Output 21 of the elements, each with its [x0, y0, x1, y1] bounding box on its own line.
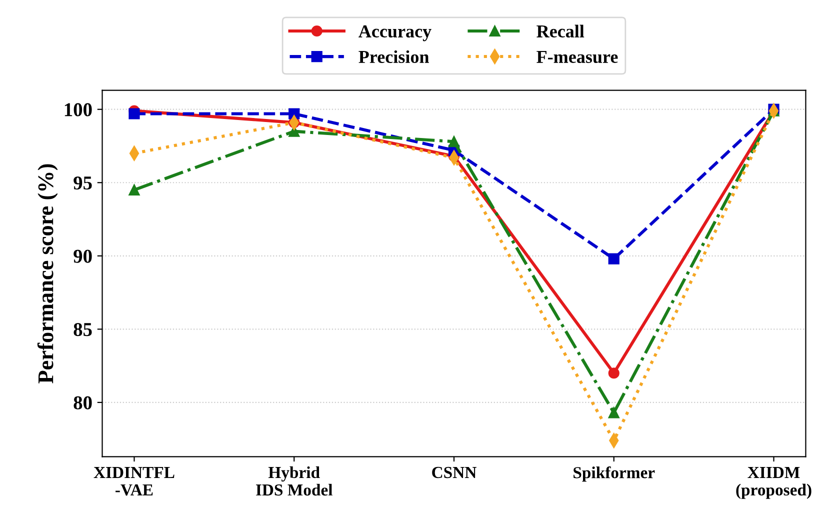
point — [608, 407, 620, 418]
x-tick-label: XIIDM (proposed) — [736, 467, 812, 499]
x-tick-label: Hybrid IDS Model — [256, 466, 332, 496]
x-tick-label: CSNN — [432, 466, 476, 478]
y-axis-title: Performance score (%) — [37, 164, 58, 384]
y-tick-label: 95 — [74, 176, 92, 190]
x-tick-label: Spikformer — [574, 466, 655, 482]
point — [128, 108, 140, 120]
y-tick-label: 90 — [74, 250, 92, 263]
point — [128, 184, 140, 196]
legend-label: Accuracy — [358, 25, 432, 42]
legend-label: Precision — [358, 50, 429, 64]
point — [448, 136, 460, 148]
y-tick-label: 80 — [74, 396, 92, 410]
x-tick-label: XIDINTFL -VAE — [94, 467, 174, 496]
legend-label: Recall — [536, 24, 584, 38]
y-tick-label: 100 — [64, 103, 92, 116]
point — [608, 368, 620, 379]
legend-label: F-measure — [536, 51, 618, 64]
y-tick-label: 85 — [74, 322, 92, 336]
point — [608, 253, 620, 264]
